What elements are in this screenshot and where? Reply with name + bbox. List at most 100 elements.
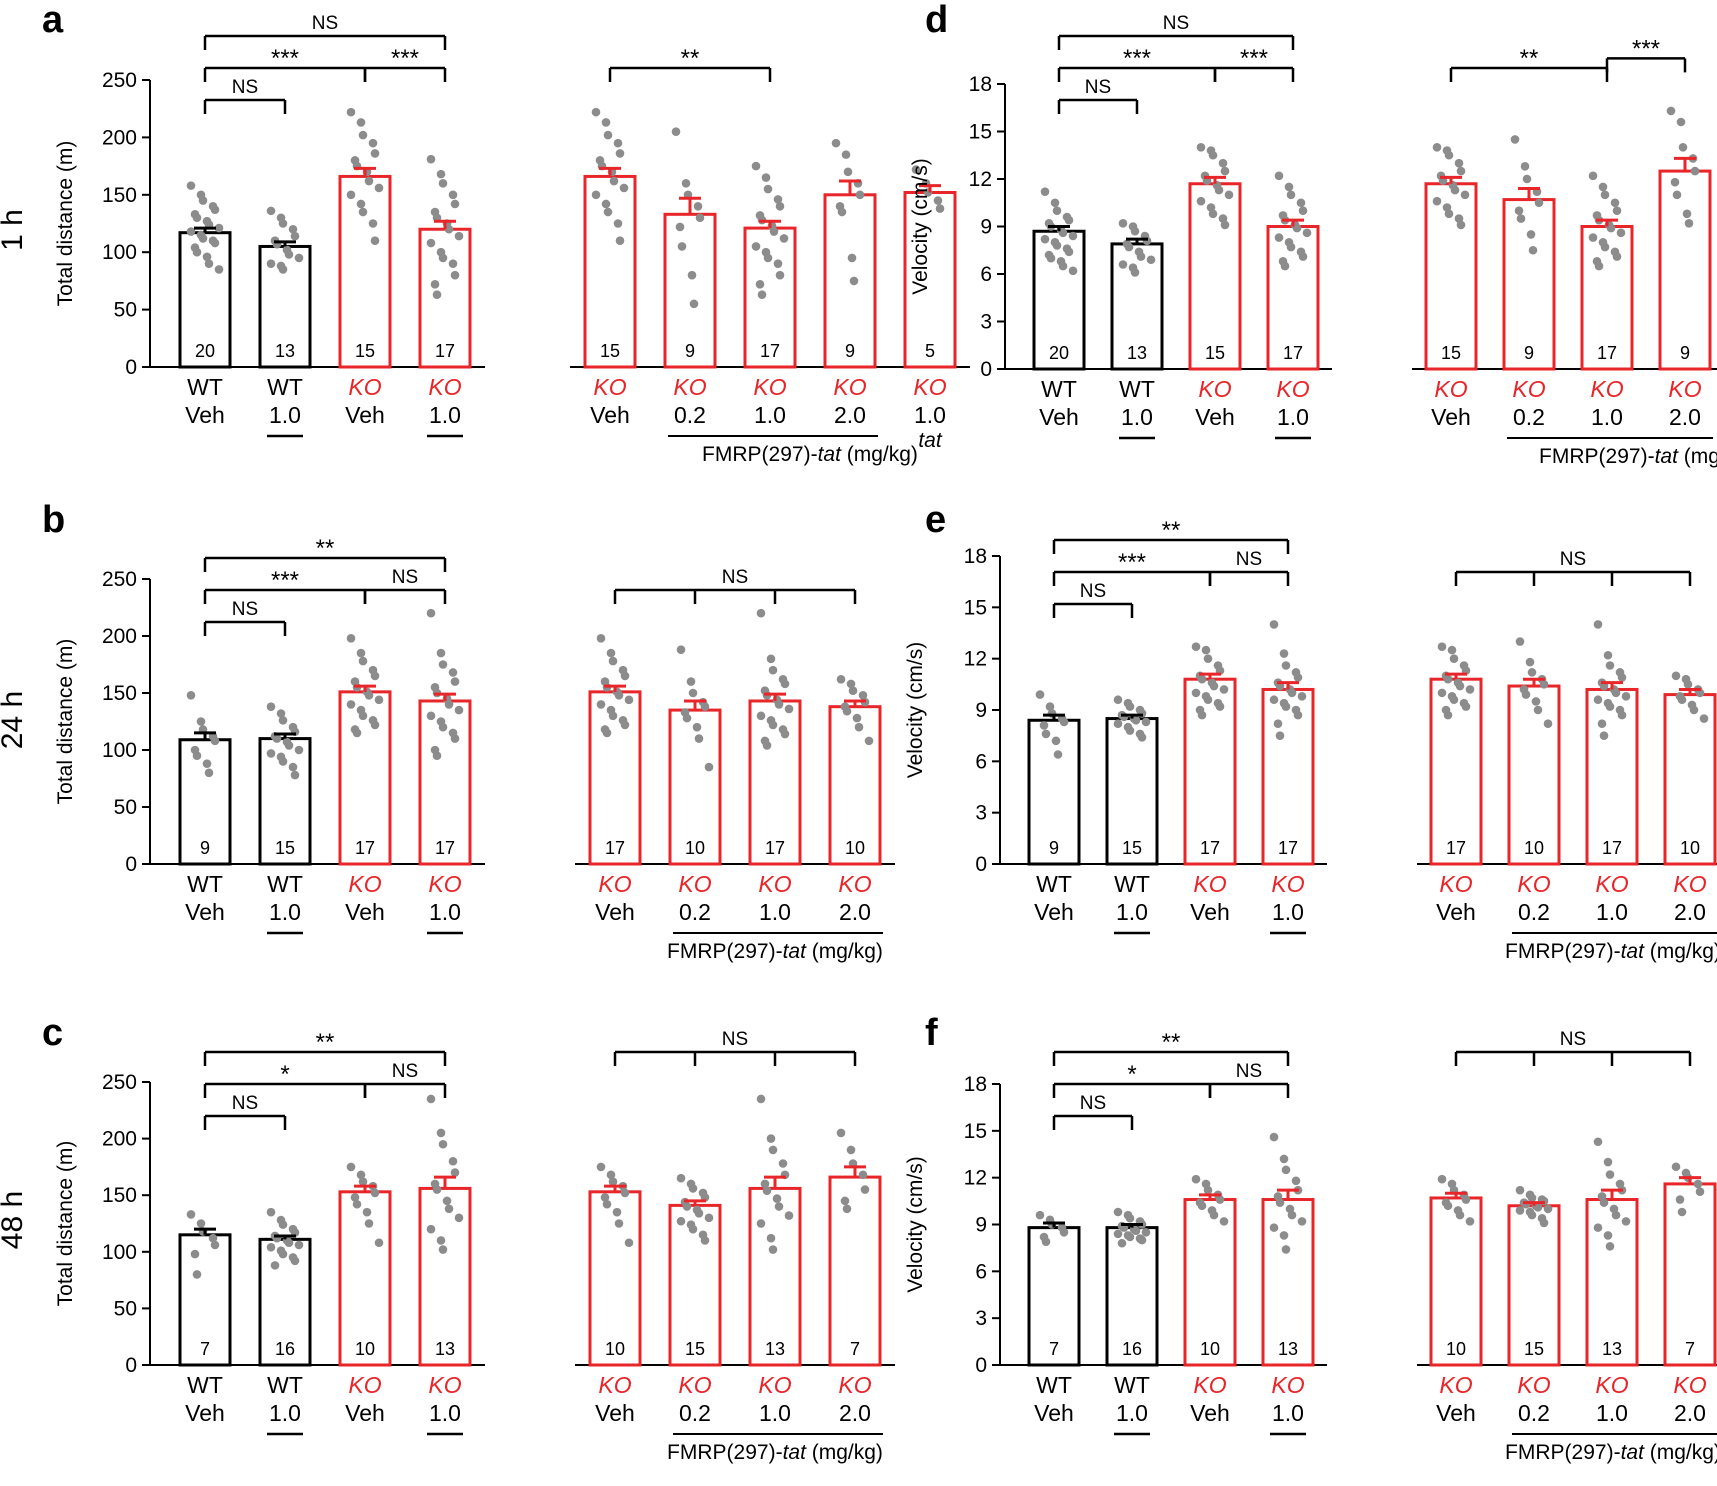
data-point: [266, 259, 276, 268]
data-point: [1281, 702, 1291, 711]
genotype-label: KO: [1439, 871, 1472, 897]
y-axis-label: Velocity (cm/s): [904, 642, 927, 779]
data-point: [370, 236, 380, 246]
n-label: 20: [195, 341, 215, 361]
footer-italic: tat: [818, 443, 843, 466]
genotype-label: KO: [1271, 871, 1304, 897]
dose-label: 0.2: [1518, 1400, 1550, 1426]
genotype-label: KO: [1517, 1372, 1550, 1398]
data-point: [614, 690, 624, 700]
data-point: [1045, 702, 1055, 711]
sig-label: NS: [312, 13, 338, 34]
data-point: [1432, 143, 1442, 152]
data-point: [426, 608, 436, 618]
data-point: [438, 1245, 448, 1254]
genotype-label: KO: [1193, 1372, 1226, 1398]
data-point: [1611, 688, 1621, 698]
n-label: 10: [845, 838, 865, 858]
data-point: [606, 1170, 616, 1180]
data-point: [1035, 1210, 1045, 1220]
data-point: [1113, 1207, 1123, 1217]
data-point: [1593, 1223, 1603, 1232]
data-point: [933, 196, 943, 205]
data-point: [430, 280, 440, 289]
data-point: [1220, 220, 1230, 230]
data-point: [606, 648, 616, 658]
data-point: [210, 736, 220, 746]
data-point: [266, 206, 276, 216]
data-point: [852, 713, 862, 723]
data-point: [1293, 710, 1303, 720]
data-point: [864, 736, 874, 746]
data-point: [613, 138, 623, 148]
data-point: [1196, 143, 1206, 152]
sig-label: NS: [1085, 77, 1111, 98]
data-point: [1675, 1195, 1685, 1204]
dose-label: Veh: [1034, 899, 1074, 925]
data-point: [1603, 1157, 1613, 1167]
data-point: [756, 1094, 766, 1104]
y-tick-label: 3: [975, 1307, 987, 1330]
data-point: [1197, 710, 1207, 720]
data-point: [1298, 252, 1308, 261]
data-point: [454, 1213, 464, 1223]
sig-label: ***: [1240, 45, 1268, 72]
y-tick-label: 3: [980, 311, 992, 334]
data-point: [603, 130, 613, 140]
footer-suffix: (mg/kg): [806, 1441, 883, 1464]
y-tick-label: 50: [114, 1297, 137, 1320]
data-point: [688, 1224, 698, 1234]
data-point: [1528, 245, 1538, 255]
n-label: 17: [1283, 343, 1303, 363]
y-tick-label: 100: [102, 739, 137, 762]
data-point: [1197, 1201, 1207, 1211]
y-tick-label: 18: [964, 545, 987, 568]
data-point: [284, 1238, 294, 1248]
data-point: [356, 1170, 366, 1180]
data-point: [288, 224, 298, 234]
data-point: [1275, 1198, 1285, 1207]
sig-label: NS: [1560, 1029, 1586, 1050]
dose-label: Veh: [1034, 1400, 1074, 1426]
data-point: [1041, 729, 1051, 739]
panel-letter: e: [925, 499, 946, 541]
data-point: [368, 138, 378, 148]
data-point: [1208, 150, 1218, 160]
data-point: [198, 196, 208, 205]
data-point: [602, 1199, 612, 1209]
data-point: [762, 1186, 772, 1195]
data-point: [624, 695, 634, 705]
data-point: [676, 1173, 686, 1183]
data-point: [1040, 234, 1050, 244]
data-point: [692, 722, 702, 732]
data-point: [198, 234, 208, 243]
data-point: [780, 679, 790, 689]
data-point: [1273, 719, 1283, 728]
data-point: [438, 253, 448, 263]
dose-label: Veh: [595, 1400, 635, 1426]
genotype-label: KO: [1276, 376, 1309, 402]
data-point: [756, 1219, 766, 1228]
genotype-label: KO: [593, 374, 626, 400]
dose-label: 0.2: [1518, 899, 1550, 925]
data-point: [1051, 736, 1061, 746]
data-point: [1525, 657, 1535, 667]
n-label: 20: [1049, 343, 1069, 363]
data-point: [1039, 721, 1049, 730]
footer-label: FMRP(297)-tat (mg/kg): [667, 1441, 883, 1464]
data-point: [450, 1168, 460, 1177]
data-point: [842, 1204, 852, 1214]
data-point: [358, 130, 368, 140]
data-point: [751, 161, 761, 171]
data-point: [755, 280, 765, 289]
dose-label: Veh: [1431, 404, 1471, 430]
n-label: 9: [1524, 343, 1534, 363]
n-label: 10: [685, 838, 705, 858]
sig-label: NS: [1560, 549, 1586, 570]
data-point: [438, 660, 448, 669]
dose-label: Veh: [1436, 899, 1476, 925]
data-point: [1113, 695, 1123, 705]
data-point: [270, 1261, 280, 1270]
data-point: [1191, 1174, 1201, 1184]
footer-label: FMRP(297)-tat (mg/kg): [702, 443, 918, 466]
